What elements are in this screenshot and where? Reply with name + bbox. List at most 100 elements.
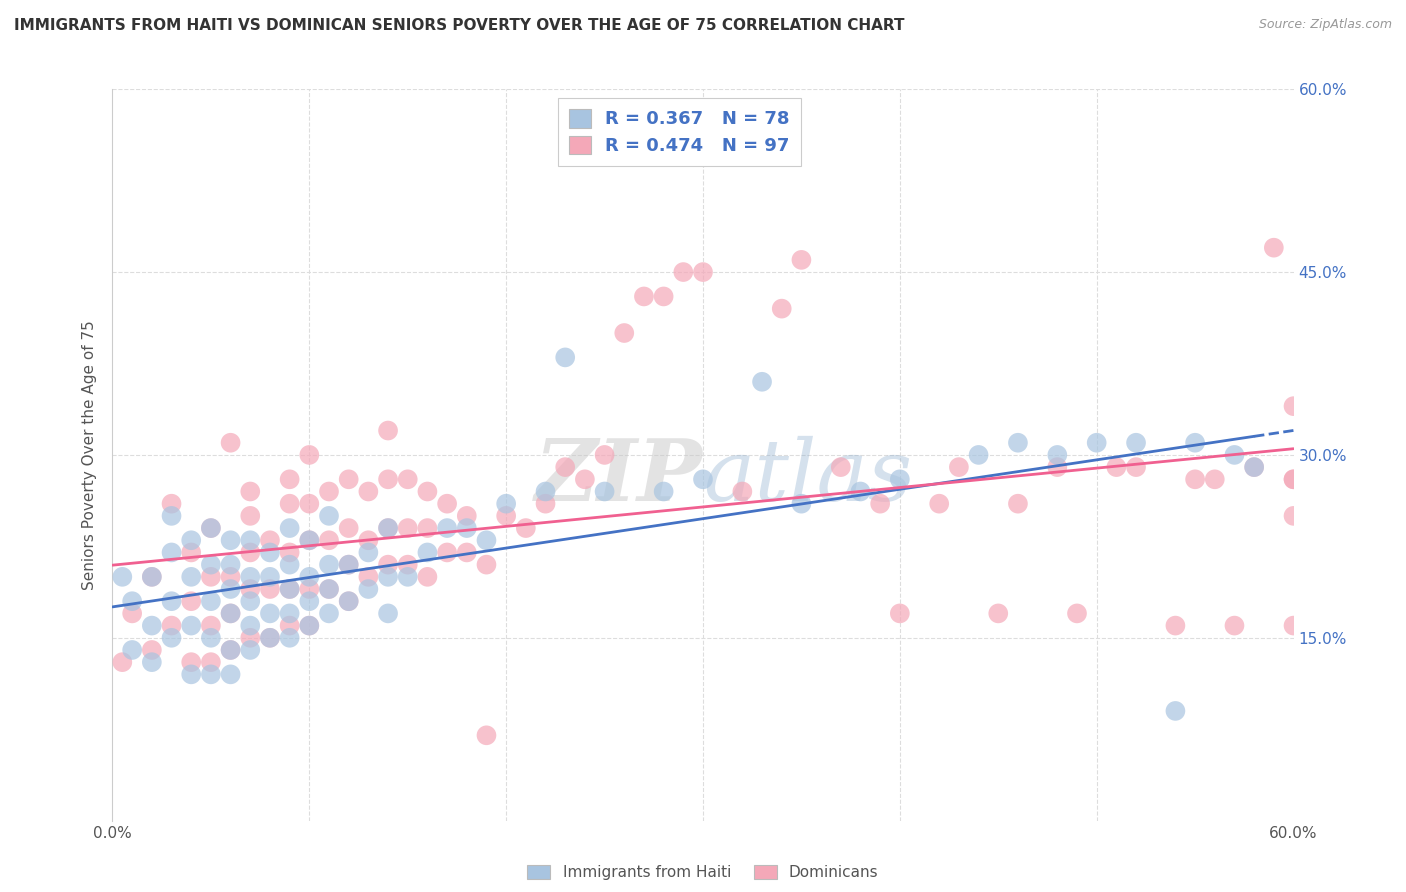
Point	[278, 497, 301, 511]
Point	[298, 582, 321, 596]
Point	[416, 521, 439, 535]
Text: IMMIGRANTS FROM HAITI VS DOMINICAN SENIORS POVERTY OVER THE AGE OF 75 CORRELATIO: IMMIGRANTS FROM HAITI VS DOMINICAN SENIO…	[14, 18, 904, 33]
Point	[239, 484, 262, 499]
Point	[259, 545, 281, 559]
Point	[456, 545, 478, 559]
Point	[1164, 618, 1187, 632]
Point	[1046, 448, 1069, 462]
Point	[357, 484, 380, 499]
Point	[111, 655, 134, 669]
Point	[377, 472, 399, 486]
Point	[692, 265, 714, 279]
Point	[278, 582, 301, 596]
Point	[1282, 472, 1305, 486]
Point	[239, 594, 262, 608]
Point	[830, 460, 852, 475]
Point	[180, 618, 202, 632]
Point	[219, 643, 242, 657]
Point	[298, 497, 321, 511]
Point	[180, 570, 202, 584]
Point	[259, 607, 281, 621]
Point	[259, 582, 281, 596]
Point	[495, 497, 517, 511]
Point	[259, 631, 281, 645]
Point	[633, 289, 655, 303]
Point	[357, 533, 380, 548]
Point	[436, 521, 458, 535]
Point	[337, 558, 360, 572]
Point	[396, 521, 419, 535]
Point	[278, 618, 301, 632]
Point	[239, 570, 262, 584]
Point	[200, 521, 222, 535]
Point	[298, 533, 321, 548]
Point	[298, 594, 321, 608]
Point	[377, 570, 399, 584]
Point	[1125, 435, 1147, 450]
Point	[278, 472, 301, 486]
Point	[141, 570, 163, 584]
Point	[298, 570, 321, 584]
Point	[200, 570, 222, 584]
Point	[357, 582, 380, 596]
Point	[1007, 497, 1029, 511]
Point	[790, 497, 813, 511]
Point	[180, 655, 202, 669]
Point	[298, 618, 321, 632]
Point	[554, 351, 576, 365]
Point	[377, 424, 399, 438]
Point	[1184, 472, 1206, 486]
Point	[1282, 618, 1305, 632]
Point	[337, 594, 360, 608]
Point	[180, 594, 202, 608]
Point	[239, 618, 262, 632]
Point	[239, 545, 262, 559]
Point	[436, 545, 458, 559]
Point	[200, 558, 222, 572]
Point	[298, 618, 321, 632]
Point	[318, 607, 340, 621]
Point	[357, 570, 380, 584]
Point	[869, 497, 891, 511]
Point	[377, 558, 399, 572]
Point	[1066, 607, 1088, 621]
Point	[160, 594, 183, 608]
Point	[141, 570, 163, 584]
Point	[1046, 460, 1069, 475]
Text: Source: ZipAtlas.com: Source: ZipAtlas.com	[1258, 18, 1392, 31]
Point	[1105, 460, 1128, 475]
Legend: Immigrants from Haiti, Dominicans: Immigrants from Haiti, Dominicans	[522, 859, 884, 886]
Point	[396, 558, 419, 572]
Point	[259, 533, 281, 548]
Point	[298, 448, 321, 462]
Point	[278, 558, 301, 572]
Point	[219, 582, 242, 596]
Point	[180, 533, 202, 548]
Point	[1282, 399, 1305, 413]
Point	[416, 570, 439, 584]
Point	[1243, 460, 1265, 475]
Point	[160, 497, 183, 511]
Point	[967, 448, 990, 462]
Point	[200, 594, 222, 608]
Point	[219, 607, 242, 621]
Point	[593, 448, 616, 462]
Point	[160, 545, 183, 559]
Text: ZIP: ZIP	[536, 435, 703, 518]
Point	[259, 570, 281, 584]
Point	[987, 607, 1010, 621]
Point	[278, 607, 301, 621]
Point	[200, 631, 222, 645]
Point	[593, 484, 616, 499]
Point	[692, 472, 714, 486]
Point	[318, 582, 340, 596]
Point	[278, 631, 301, 645]
Point	[1085, 435, 1108, 450]
Point	[849, 484, 872, 499]
Point	[416, 484, 439, 499]
Point	[515, 521, 537, 535]
Point	[337, 594, 360, 608]
Point	[337, 472, 360, 486]
Point	[298, 533, 321, 548]
Point	[219, 667, 242, 681]
